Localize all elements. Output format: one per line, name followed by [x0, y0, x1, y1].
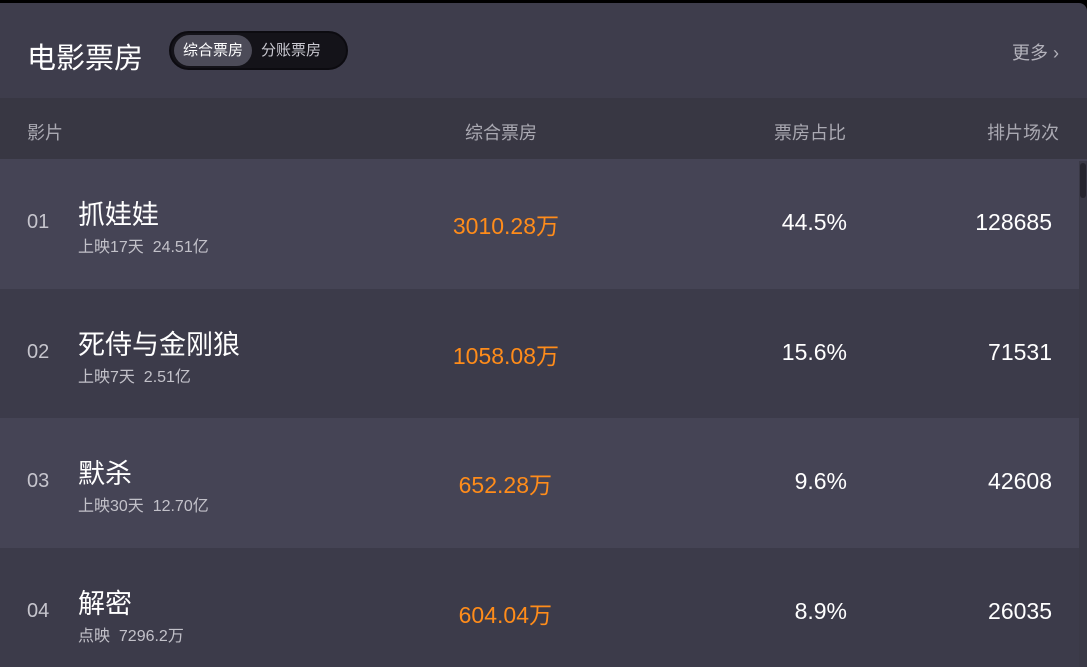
table-row[interactable]: 01 抓娃娃 上映17天 24.51亿 3010.28万 44.5% 12868…: [0, 159, 1087, 289]
shows-value: 128685: [975, 209, 1052, 235]
film-name: 默杀: [78, 459, 132, 489]
rank: 02: [27, 340, 50, 363]
gross-value: 604.04万: [458, 601, 552, 628]
table-row[interactable]: 03 默杀 上映30天 12.70亿 652.28万 9.6% 42608: [0, 418, 1087, 548]
ratio-value: 9.6%: [794, 468, 847, 494]
more-label: 更多: [1012, 43, 1048, 63]
gross-value: 652.28万: [458, 472, 552, 498]
column-header-shows: 排片场次: [987, 123, 1059, 143]
gross-value: 1058.08万: [452, 342, 559, 369]
column-header-ratio: 票房占比: [774, 123, 846, 143]
table-header: 影片 综合票房 票房占比 排片场次: [0, 98, 1087, 159]
table-row[interactable]: 02 死侍与金刚狼 上映7天 2.51亿 1058.08万 15.6% 7153…: [0, 288, 1087, 418]
film-release-info: 点映 7296.2万: [78, 627, 184, 645]
film-release-info: 上映17天 24.51亿: [78, 239, 209, 256]
scrollbar-track[interactable]: [1079, 161, 1087, 667]
ratio-value: 8.9%: [794, 597, 847, 624]
chevron-right-icon: ›: [1048, 43, 1059, 63]
tab-combined-box-office[interactable]: 综合票房: [174, 35, 253, 66]
table-body: 01 抓娃娃 上映17天 24.51亿 3010.28万 44.5% 12868…: [0, 159, 1087, 667]
film-name: 解密: [78, 588, 132, 619]
shows-value: 26035: [988, 597, 1052, 624]
column-header-gross: 综合票房: [465, 123, 537, 143]
page-title: 电影票房: [27, 43, 144, 75]
film-release-info: 上映30天 12.70亿: [78, 498, 209, 515]
rank: 04: [27, 599, 50, 622]
box-office-type-toggle: 综合票房 分账票房: [169, 31, 348, 70]
column-header-film: 影片: [27, 123, 63, 143]
box-office-panel: 电影票房 综合票房 分账票房 更多 › 影片 综合票房 票房占比 排片场次 01…: [0, 3, 1087, 667]
table-row[interactable]: 04 解密 点映 7296.2万 604.04万 8.9% 26035: [0, 547, 1087, 667]
ratio-value: 15.6%: [781, 338, 847, 365]
rank: 01: [27, 211, 50, 233]
rank: 03: [27, 470, 50, 492]
more-link[interactable]: 更多 ›: [1012, 39, 1059, 65]
film-release-info: 上映7天 2.51亿: [78, 368, 191, 386]
gross-value: 3010.28万: [452, 213, 559, 239]
panel-header: 电影票房 综合票房 分账票房 更多 ›: [0, 3, 1087, 98]
film-name: 死侍与金刚狼: [78, 329, 240, 360]
scrollbar-thumb[interactable]: [1080, 163, 1086, 198]
ratio-value: 44.5%: [781, 209, 847, 235]
shows-value: 42608: [988, 468, 1052, 494]
tab-split-box-office[interactable]: 分账票房: [261, 42, 322, 59]
film-name: 抓娃娃: [78, 200, 159, 230]
shows-value: 71531: [988, 338, 1052, 365]
